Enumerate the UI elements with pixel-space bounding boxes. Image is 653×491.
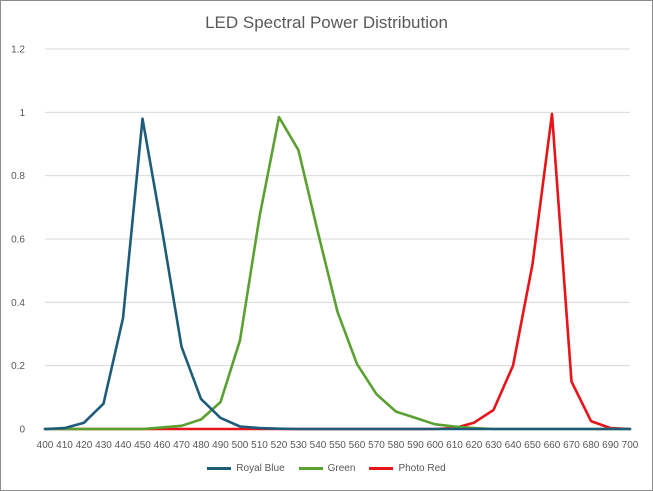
chart-title: LED Spectral Power Distribution	[205, 13, 448, 32]
y-tick-label: 0	[19, 425, 25, 436]
legend-swatch	[298, 467, 323, 470]
x-tick-label: 700	[622, 440, 639, 451]
x-tick-label: 550	[329, 440, 346, 451]
x-tick-label: 500	[232, 440, 249, 451]
legend-swatch	[369, 467, 394, 470]
x-tick-label: 630	[485, 440, 502, 451]
y-tick-label: 1.2	[11, 45, 25, 56]
x-tick-label: 430	[95, 440, 112, 451]
x-tick-label: 680	[583, 440, 600, 451]
legend-label: Royal Blue	[236, 463, 285, 474]
x-tick-label: 400	[37, 440, 54, 451]
legend-label: Photo Red	[398, 463, 446, 474]
x-tick-label: 470	[173, 440, 190, 451]
series-line-photo-red	[43, 112, 632, 431]
x-tick-label: 410	[56, 440, 73, 451]
x-tick-label: 600	[427, 440, 444, 451]
x-tick-label: 420	[76, 440, 93, 451]
y-tick-label: 0.2	[11, 361, 25, 372]
x-tick-label: 510	[251, 440, 268, 451]
x-tick-label: 480	[193, 440, 210, 451]
x-tick-label: 670	[563, 440, 580, 451]
y-tick-label: 0.4	[11, 298, 25, 309]
x-tick-label: 660	[544, 440, 561, 451]
x-tick-label: 540	[310, 440, 327, 451]
series-line-green	[43, 115, 632, 431]
x-tick-label: 460	[154, 440, 171, 451]
x-tick-label: 530	[290, 440, 307, 451]
y-tick-label: 0.8	[11, 171, 25, 182]
x-tick-label: 640	[505, 440, 522, 451]
x-tick-label: 610	[446, 440, 463, 451]
legend-label: Green	[327, 463, 356, 474]
x-tick-label: 570	[368, 440, 385, 451]
y-tick-label: 0.6	[11, 235, 25, 246]
x-tick-label: 450	[134, 440, 151, 451]
x-tick-label: 650	[524, 440, 541, 451]
x-tick-label: 560	[349, 440, 366, 451]
x-tick-label: 520	[271, 440, 288, 451]
legend: Royal Blue Green Photo Red	[1, 463, 652, 474]
x-tick-label: 490	[212, 440, 229, 451]
series-line-royal-blue	[43, 117, 632, 431]
legend-item: Royal Blue	[207, 463, 285, 474]
x-tick-label: 590	[407, 440, 424, 451]
legend-item: Photo Red	[369, 463, 446, 474]
x-tick-label: 620	[466, 440, 483, 451]
legend-item: Green	[298, 463, 356, 474]
x-tick-label: 580	[388, 440, 405, 451]
x-tick-label: 440	[115, 440, 132, 451]
legend-swatch	[207, 467, 232, 470]
y-tick-label: 1	[19, 108, 25, 119]
x-tick-label: 690	[602, 440, 619, 451]
